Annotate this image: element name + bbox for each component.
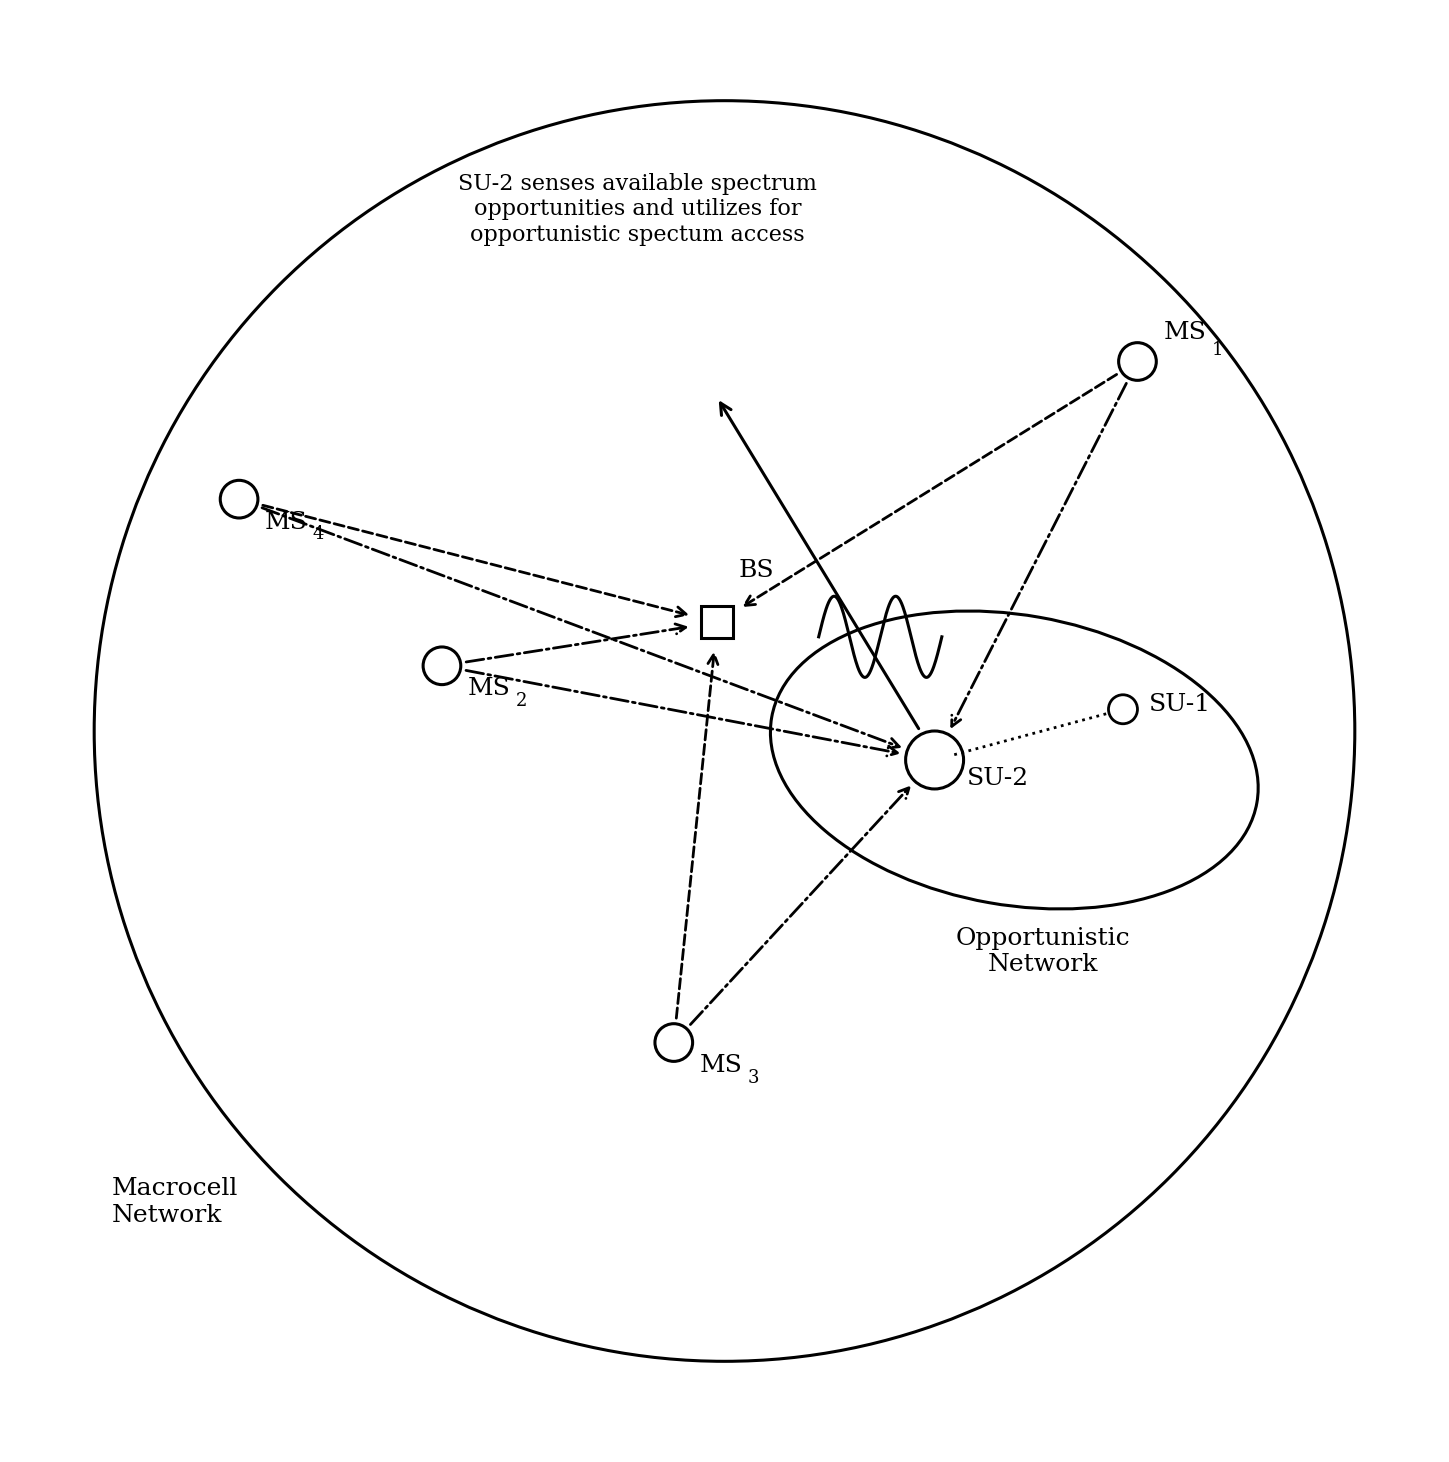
Text: 3: 3 bbox=[748, 1069, 759, 1086]
Text: Macrocell
Network: Macrocell Network bbox=[112, 1177, 238, 1227]
Text: MS: MS bbox=[1164, 322, 1207, 344]
Text: MS: MS bbox=[700, 1054, 743, 1077]
Text: MS: MS bbox=[265, 510, 309, 534]
Text: SU-1: SU-1 bbox=[1149, 693, 1211, 716]
Text: SU-2: SU-2 bbox=[966, 768, 1029, 791]
Text: 2: 2 bbox=[516, 692, 527, 711]
Text: Opportunistic
Network: Opportunistic Network bbox=[956, 927, 1130, 977]
Text: BS: BS bbox=[739, 558, 775, 582]
Text: MS: MS bbox=[468, 677, 511, 700]
Text: SU-2 senses available spectrum
opportunities and utilizes for
opportunistic spec: SU-2 senses available spectrum opportuni… bbox=[458, 173, 817, 246]
Text: 1: 1 bbox=[1211, 341, 1223, 358]
Bar bbox=[701, 607, 733, 639]
Text: 4: 4 bbox=[313, 525, 325, 544]
